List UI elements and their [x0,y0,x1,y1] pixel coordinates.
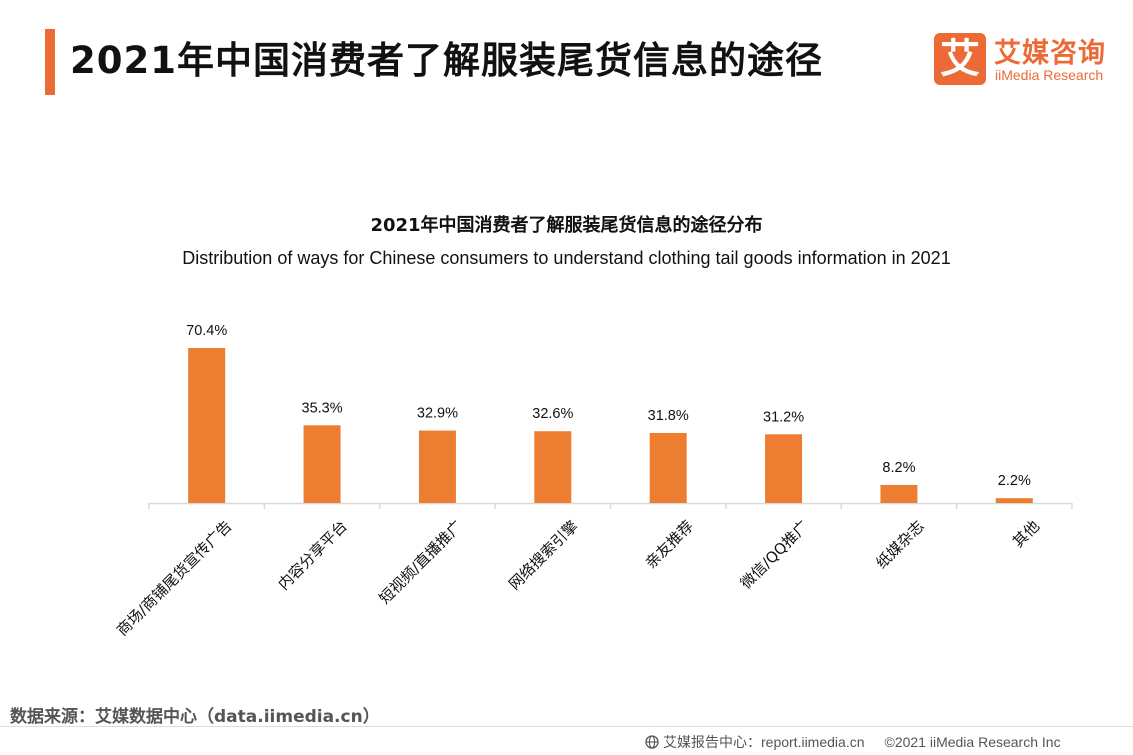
logo-mark: 艾 [934,33,986,85]
footer-divider [0,726,1133,727]
bar [418,430,456,503]
data-label: 32.9% [417,406,458,422]
data-label: 70.4% [186,323,227,339]
bar [880,484,918,503]
chart-title: 2021年中国消费者了解服装尾货信息的途径分布 [370,215,763,236]
logo-name-cn: 艾媒咨询 [994,38,1106,69]
data-source: 数据来源：艾媒数据中心（data.iimedia.cn） [10,707,380,727]
logo-name-en: iiMedia Research [995,67,1104,83]
page-title: 2021年中国消费者了解服装尾货信息的途径 [70,39,823,82]
bar [649,432,687,503]
category-label: 网络搜索引擎 [505,517,581,593]
category-label: 内容分享平台 [274,517,350,593]
bar [534,431,572,503]
data-label: 32.6% [532,406,573,422]
footer: 艾媒报告中心：report.iimedia.cn ©2021 iiMedia Re… [645,732,1061,752]
data-label: 35.3% [302,400,343,416]
globe-icon [645,735,659,749]
data-label: 31.2% [763,409,804,425]
copyright: ©2021 iiMedia Research Inc [884,734,1061,750]
category-label: 亲友推荐 [642,517,697,572]
chart-subtitle: Distribution of ways for Chinese consume… [182,248,951,268]
category-label: 纸媒杂志 [873,517,928,572]
iimedia-logo: 艾 艾媒咨询 iiMedia Research [934,33,1124,89]
bar [188,348,226,503]
category-label: 微信/QQ推广 [737,517,812,592]
category-label: 商场/商铺尾货宣传广告 [113,517,235,639]
bar [765,434,803,503]
bar [995,498,1033,503]
data-label: 31.8% [648,408,689,424]
bar [303,425,341,503]
data-label: 2.2% [998,473,1031,489]
category-label: 短视频/直播推广 [376,517,467,608]
title-accent-bar [45,29,55,95]
report-center-link[interactable]: 艾媒报告中心：report.iimedia.cn [663,734,865,750]
category-label: 其他 [1009,517,1043,551]
bar-chart: 70.4% 商场/商铺尾货宣传广告 35.3% 内容分享平台 32.9% 短视频/直播推广… [113,323,1073,639]
data-label: 8.2% [882,460,915,476]
